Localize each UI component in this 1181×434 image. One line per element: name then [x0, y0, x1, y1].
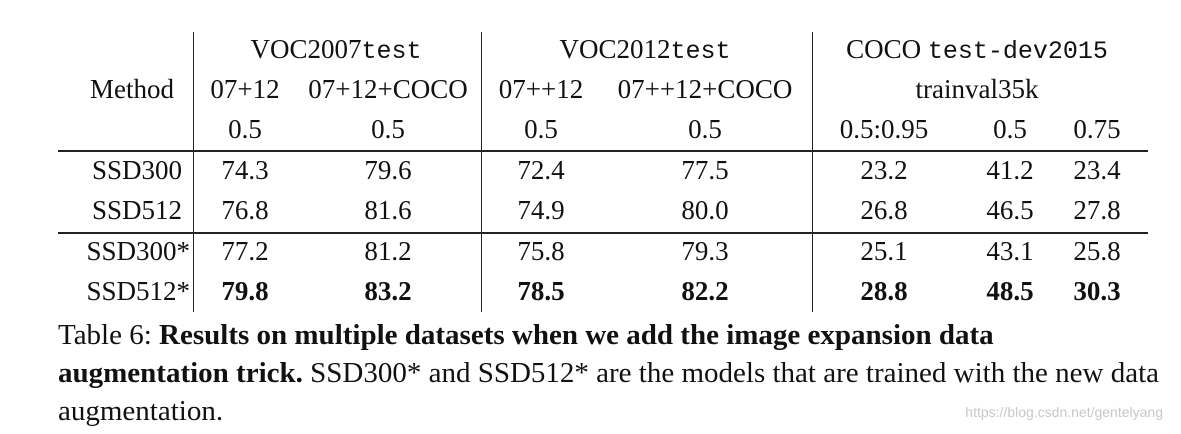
column-divider: [193, 32, 194, 312]
table-cell: 79.6: [364, 155, 412, 185]
caption-text: SSD300* and SSD512* are the models that …: [58, 357, 1159, 427]
table-cell: 74.9: [517, 195, 565, 225]
header-trainset: 07+12+COCO: [308, 74, 468, 104]
table-cell: 26.8: [860, 195, 908, 225]
table-cell-best: 48.5: [986, 276, 1034, 306]
header-iou: 0.5: [524, 114, 558, 144]
header-method: Method: [90, 74, 174, 104]
group-name: COCO: [846, 34, 922, 64]
group-split: test: [361, 37, 422, 66]
header-iou: 0.5:0.95: [839, 114, 929, 144]
table-cell: 79.3: [681, 236, 729, 266]
header-iou: 0.5: [688, 114, 722, 144]
table-cell: 46.5: [986, 195, 1034, 225]
header-iou: 0.75: [1073, 114, 1121, 144]
caption-label: Table 6:: [58, 319, 160, 351]
caption-bold-text: Results on multiple datasets when we add…: [58, 319, 994, 389]
group-rule: [58, 232, 1148, 234]
group-split: test: [670, 37, 731, 66]
table-cell: 25.8: [1073, 236, 1121, 266]
table-cell: 25.1: [860, 236, 908, 266]
header-trainset: 07+12: [210, 74, 280, 104]
header-iou: 0.5: [993, 114, 1027, 144]
table-cell: 81.2: [364, 236, 412, 266]
table-cell: 72.4: [517, 155, 565, 185]
header-iou: 0.5: [371, 114, 405, 144]
group-name: VOC2007: [250, 34, 362, 64]
table-cell: 74.3: [221, 155, 269, 185]
row-method: SSD300*: [86, 236, 190, 266]
header-group-voc2012: VOC2012test: [559, 34, 730, 67]
table-caption: Table 6: Results on multiple datasets wh…: [58, 316, 1163, 430]
table-cell: 76.8: [221, 195, 269, 225]
table-cell-best: 79.8: [221, 276, 269, 306]
group-split: test-dev2015: [927, 37, 1108, 66]
watermark: https://blog.csdn.net/gentelyang: [965, 404, 1163, 420]
table-cell-best: 30.3: [1073, 276, 1121, 306]
table-cell: 41.2: [986, 155, 1034, 185]
table-cell: 77.5: [681, 155, 729, 185]
table-cell: 23.2: [860, 155, 908, 185]
table-cell-best: 78.5: [517, 276, 565, 306]
header-rule: [58, 150, 1148, 152]
header-group-coco: COCO test-dev2015: [846, 34, 1108, 67]
table-cell: 23.4: [1073, 155, 1121, 185]
table-cell-best: 28.8: [860, 276, 908, 306]
table-cell: 81.6: [364, 195, 412, 225]
column-divider: [481, 32, 482, 312]
row-method: SSD512*: [86, 276, 190, 306]
table-cell-best: 82.2: [681, 276, 729, 306]
header-iou: 0.5: [228, 114, 262, 144]
table-cell: 27.8: [1073, 195, 1121, 225]
header-trainset: 07++12: [498, 74, 584, 104]
row-method: SSD300: [91, 155, 182, 185]
table-cell: 43.1: [986, 236, 1034, 266]
header-trainset: trainval35k: [915, 74, 1039, 104]
header-trainset: 07++12+COCO: [617, 74, 793, 104]
results-table: VOC2007test VOC2012test COCO test-dev201…: [58, 32, 1148, 312]
table-cell: 75.8: [517, 236, 565, 266]
header-group-voc2007: VOC2007test: [250, 34, 421, 67]
row-method: SSD512: [91, 195, 182, 225]
table-cell-best: 83.2: [364, 276, 412, 306]
table-cell: 77.2: [221, 236, 269, 266]
column-divider: [812, 32, 813, 312]
table-cell: 80.0: [681, 195, 729, 225]
group-name: VOC2012: [559, 34, 671, 64]
